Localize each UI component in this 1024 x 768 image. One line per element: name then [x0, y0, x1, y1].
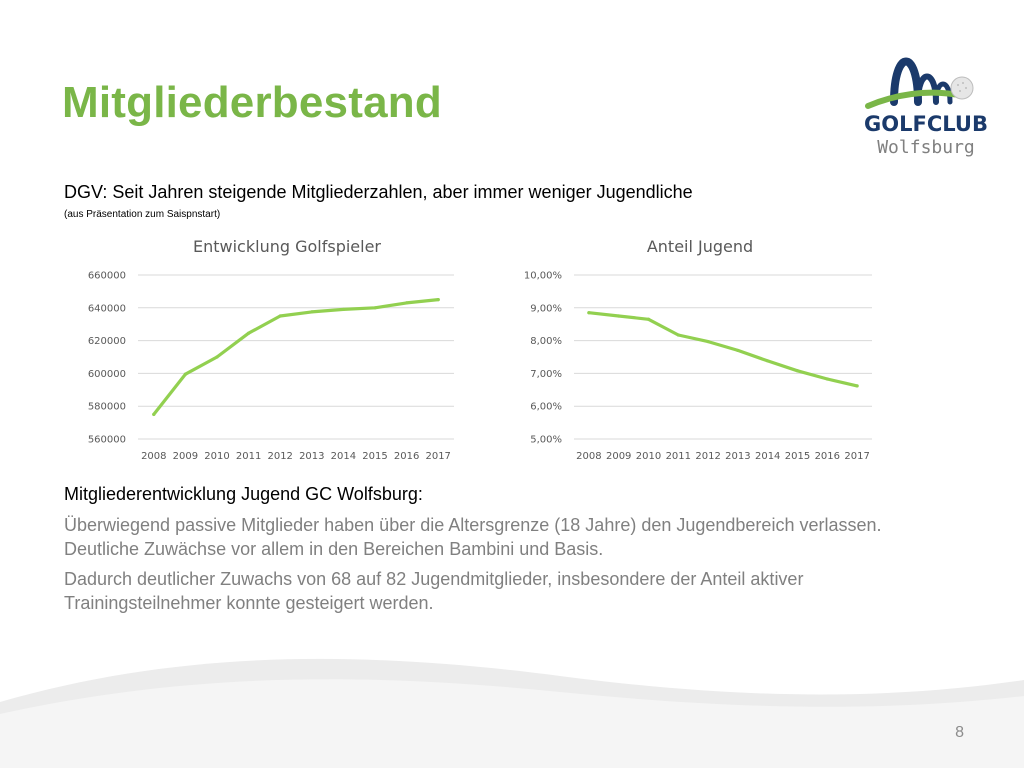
golfspieler-y-tick-label: 620000: [88, 336, 126, 347]
golfspieler-x-tick-label: 2014: [331, 451, 356, 462]
intro-source: (aus Präsentation zum Saispnstart): [64, 209, 221, 220]
intro-headline: DGV: Seit Jahren steigende Mitgliederzah…: [64, 182, 693, 202]
jugend-data-point: [706, 339, 710, 344]
body-subheading: Mitgliederentwicklung Jugend GC Wolfsbur…: [64, 484, 423, 504]
jugend-x-tick-label: 2015: [785, 451, 810, 462]
jugend-data-point: [795, 369, 800, 373]
jugend-data-point: [855, 384, 859, 388]
golfspieler-y-tick-label: 580000: [88, 402, 126, 413]
golfspieler-chart-title: Entwicklung Golfspieler: [193, 237, 381, 256]
golfspieler-x-tick-label: 2010: [204, 451, 229, 462]
golfspieler-data-point: [405, 301, 409, 305]
golfspieler-data-point: [152, 412, 156, 416]
logo-text-line1: GOLFCLUB: [864, 112, 988, 136]
golfspieler-y-tick-label: 600000: [88, 369, 126, 380]
jugend-x-tick-label: 2009: [606, 451, 631, 462]
golfspieler-x-tick-label: 2008: [141, 451, 166, 462]
jugend-x-tick-label: 2012: [695, 451, 720, 462]
jugend-y-tick-label: 7,00%: [530, 369, 562, 380]
golfclub-logo: GOLFCLUB Wolfsburg: [856, 38, 996, 160]
chart-anteil-jugend-svg: Anteil Jugend 5,00% 6,00% 7,00% 8,00% 9,00% 10…: [524, 237, 872, 462]
golfclub-logo-graphic: GOLFCLUB Wolfsburg: [864, 57, 988, 158]
jugend-data-point: [825, 377, 829, 381]
golfspieler-data-point: [183, 372, 187, 376]
jugend-x-tick-label: 2017: [844, 451, 869, 462]
body-paragraph-1: Überwiegend passive Mitglieder haben übe…: [64, 515, 882, 559]
jugend-series-line: [587, 311, 859, 388]
jugend-y-tick-label: 5,00%: [530, 435, 562, 446]
jugend-data-point: [676, 333, 680, 337]
jugend-x-tick-label: 2011: [666, 451, 691, 462]
golfspieler-data-point: [247, 331, 251, 335]
jugend-y-tick-label: 8,00%: [530, 336, 562, 347]
golfspieler-y-tick-label: 660000: [88, 271, 126, 282]
golfspieler-x-tick-label: 2013: [299, 451, 324, 462]
chart-golfspieler-svg: Entwicklung Golfspieler 560000 580000 60000…: [88, 237, 454, 462]
golfspieler-x-tick-label: 2009: [173, 451, 198, 462]
golfspieler-x-tick-label: 2015: [362, 451, 387, 462]
golfspieler-data-point: [215, 355, 219, 359]
golfspieler-y-tick-label: 640000: [88, 303, 126, 314]
golfspieler-x-tick-label: 2011: [236, 451, 261, 462]
golfspieler-x-tick-label: 2012: [267, 451, 292, 462]
golfspieler-data-point: [436, 298, 440, 302]
jugend-y-tick-label: 10,00%: [524, 271, 562, 282]
golfspieler-data-point: [310, 310, 314, 314]
golfspieler-y-tick-label: 560000: [88, 435, 126, 446]
golfspieler-data-point: [373, 306, 377, 310]
golfspieler-x-tick-label: 2017: [425, 451, 450, 462]
golfspieler-data-point: [341, 307, 345, 312]
page-number: 8: [955, 724, 964, 741]
chart-anteil-jugend: Anteil Jugend 5,00% 6,00% 7,00% 8,00% 9,00% 10…: [504, 228, 904, 473]
jugend-data-point: [587, 311, 591, 315]
jugend-data-point: [736, 348, 740, 353]
jugend-x-tick-label: 2010: [636, 451, 661, 462]
jugend-chart-title: Anteil Jugend: [647, 237, 753, 256]
logo-text-line2: Wolfsburg: [877, 137, 975, 158]
body-text: Mitgliederentwicklung Jugend GC Wolfsbur…: [64, 484, 924, 621]
jugend-data-point: [646, 317, 651, 321]
golfspieler-series-line: [152, 297, 440, 416]
jugend-x-tick-label: 2013: [725, 451, 750, 462]
golfspieler-x-tick-label: 2016: [394, 451, 419, 462]
slide-title: Mitgliederbestand: [62, 78, 442, 127]
jugend-x-tick-label: 2014: [755, 451, 780, 462]
chart-golfspieler: Entwicklung Golfspieler 560000 580000 60000…: [64, 228, 484, 473]
jugend-y-tick-label: 6,00%: [530, 402, 562, 413]
body-paragraph-2: Dadurch deutlicher Zuwachs von 68 auf 82…: [64, 569, 804, 613]
jugend-x-tick-label: 2016: [815, 451, 840, 462]
intro-block: DGV: Seit Jahren steigende Mitgliederzah…: [64, 182, 693, 220]
jugend-y-tick-label: 9,00%: [530, 303, 562, 314]
golfspieler-data-point: [278, 314, 282, 318]
jugend-data-point: [766, 359, 770, 363]
footer-wave: [0, 658, 1024, 768]
jugend-data-point: [617, 314, 621, 318]
jugend-x-tick-label: 2008: [576, 451, 601, 462]
